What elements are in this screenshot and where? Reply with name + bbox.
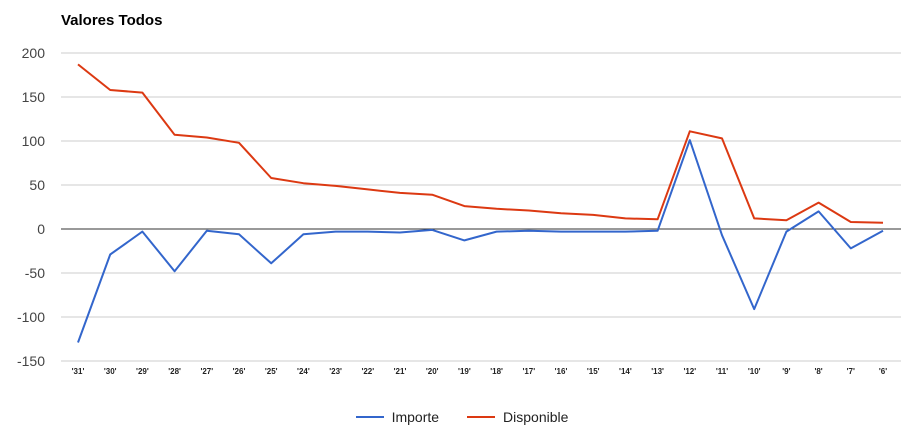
x-tick-label: '15' (587, 367, 600, 376)
x-tick-label: '27' (200, 367, 213, 376)
x-tick-label: '19' (458, 367, 471, 376)
gridlines (61, 52, 901, 362)
y-axis-tick-labels: -150 -100 -50 0 50 100 150 200 (17, 45, 45, 369)
legend: Importe Disponible (0, 406, 924, 428)
x-tick-label: '21' (394, 367, 407, 376)
x-tick-label: '6' (879, 367, 887, 376)
series-line-disponible[interactable] (77, 63, 884, 224)
legend-swatch-importe (355, 416, 384, 418)
x-tick-label: '22' (361, 367, 374, 376)
x-tick-label: '30' (104, 367, 117, 376)
x-tick-label: '9' (782, 367, 790, 376)
x-tick-label: '7' (847, 367, 855, 376)
y-tick-label: -100 (17, 309, 45, 325)
y-tick-label: 150 (22, 89, 46, 105)
series-lines (77, 63, 884, 343)
legend-label-disponible: Disponible (503, 409, 569, 425)
y-tick-label: -50 (25, 265, 45, 281)
chart-title: Valores Todos (61, 12, 163, 29)
x-tick-label: '16' (555, 367, 568, 376)
x-tick-label: '25' (265, 367, 278, 376)
x-tick-label: '18' (490, 367, 503, 376)
legend-swatch-disponible (467, 416, 496, 418)
y-tick-label: 100 (22, 133, 46, 149)
x-tick-label: '12' (683, 367, 696, 376)
x-tick-label: '13' (651, 367, 664, 376)
x-axis-tick-labels: '31' '30' '29' '28' '27' '26' '25' '24' '23' '22'… (72, 367, 888, 376)
legend-item-disponible[interactable]: Disponible (467, 409, 568, 425)
x-tick-label: '31' (72, 367, 85, 376)
y-tick-label: 0 (37, 221, 45, 237)
y-tick-label: 200 (22, 45, 46, 61)
legend-item-importe[interactable]: Importe (355, 409, 440, 425)
y-tick-label: 50 (29, 177, 45, 193)
x-tick-label: '26' (233, 367, 246, 376)
x-tick-label: '20' (426, 367, 439, 376)
x-tick-label: '23' (329, 367, 342, 376)
legend-label-importe: Importe (391, 409, 440, 425)
x-tick-label: '17' (522, 367, 535, 376)
x-tick-label: '14' (619, 367, 632, 376)
series-line-importe[interactable] (77, 139, 884, 343)
x-tick-label: '11' (716, 367, 728, 376)
y-tick-label: -150 (17, 353, 45, 369)
x-tick-label: '29' (136, 367, 149, 376)
x-tick-label: '10' (748, 367, 761, 376)
x-tick-label: '8' (814, 367, 822, 376)
x-tick-label: '28' (168, 367, 181, 376)
x-tick-label: '24' (297, 367, 310, 376)
